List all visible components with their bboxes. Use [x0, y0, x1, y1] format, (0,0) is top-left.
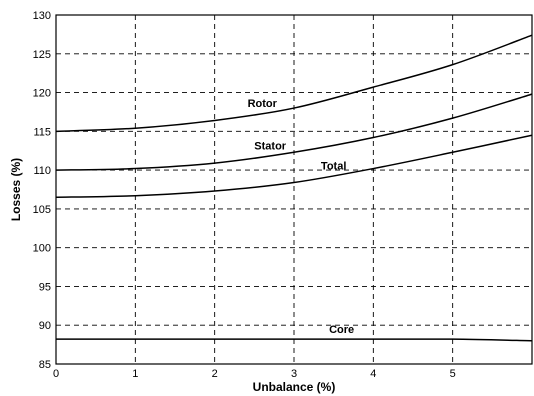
x-tick-label: 2	[212, 368, 218, 380]
y-tick-label: 85	[39, 359, 51, 371]
series-line-core	[56, 338, 533, 342]
y-tick-label: 105	[33, 204, 51, 216]
y-tick-label: 100	[33, 243, 51, 255]
y-tick-label: 110	[33, 165, 51, 177]
x-axis-title: Unbalance (%)	[253, 380, 336, 394]
series-line-total	[55, 134, 533, 199]
series-line-rotor	[55, 34, 533, 133]
x-tick-label: 5	[450, 368, 456, 380]
tick-labels: 0 1 2 3 4 5 85 90 95 100 105 110 115 120 125 130	[33, 10, 456, 380]
x-tick-label: 3	[291, 368, 297, 380]
plot-frame	[55, 14, 533, 365]
series-label-core: Core	[329, 324, 354, 336]
x-tick-label: 0	[53, 368, 59, 380]
y-tick-label: 130	[33, 10, 51, 22]
series-lines	[55, 34, 533, 342]
series-labels: Rotor Stator Total Core	[248, 98, 355, 336]
grid-lines	[56, 15, 532, 364]
y-axis-title: Losses (%)	[9, 158, 23, 221]
series-line-stator	[55, 93, 533, 171]
series-label-stator: Stator	[254, 141, 287, 153]
series-label-rotor: Rotor	[248, 98, 278, 110]
y-tick-label: 120	[33, 88, 51, 100]
x-tick-label: 4	[370, 368, 376, 380]
y-tick-label: 90	[39, 320, 51, 332]
x-tick-label: 1	[132, 368, 138, 380]
y-tick-label: 125	[33, 49, 51, 61]
series-label-total: Total	[321, 161, 346, 173]
y-tick-label: 115	[33, 126, 51, 138]
y-tick-label: 95	[39, 281, 51, 293]
